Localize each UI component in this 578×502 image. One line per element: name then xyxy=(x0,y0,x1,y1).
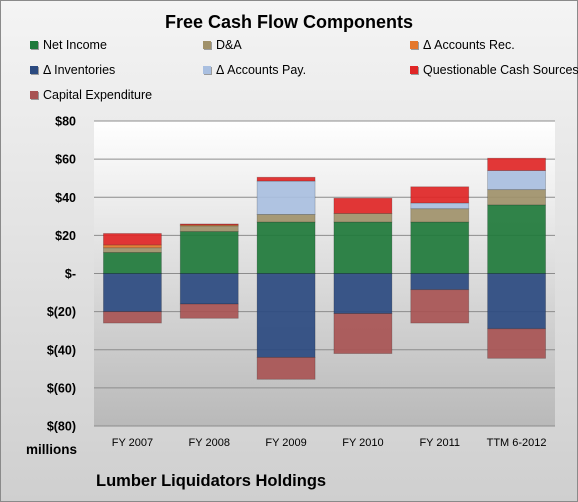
bar-segment-capital-expenditure xyxy=(256,356,316,380)
legend-item-questionable-cash-sources: Questionable Cash Sources xyxy=(410,63,578,77)
legend-item-delta-accounts-pay: Δ Accounts Pay. xyxy=(203,63,306,77)
legend-item-delta-accounts-rec: Δ Accounts Rec. xyxy=(410,38,515,52)
legend-swatch xyxy=(30,91,38,99)
bar-segment-delta-inventories xyxy=(256,273,316,358)
bar-segment-net-income xyxy=(179,231,239,274)
bar-segment-net-income xyxy=(256,221,316,274)
bar-segment-delta-inventories xyxy=(487,273,546,330)
legend-swatch xyxy=(410,66,418,74)
y-tick-label: $40 xyxy=(55,191,76,205)
y-tick-label: $80 xyxy=(55,115,76,129)
bar-segment-questionable-cash-sources xyxy=(333,197,393,214)
bar-segment-delta-inventories xyxy=(333,273,393,314)
bar-segment-delta-accounts-pay xyxy=(410,202,470,210)
y-tick-label: $(80) xyxy=(47,420,76,434)
bar-segment-net-income xyxy=(103,252,162,274)
legend-swatch xyxy=(410,41,418,49)
bar-segment-delta-inventories xyxy=(103,273,162,313)
legend-label: Net Income xyxy=(43,38,107,52)
bar-segment-questionable-cash-sources xyxy=(410,186,470,204)
company-name: Lumber Liquidators Holdings xyxy=(96,472,327,490)
legend-item-delta-inventories: Δ Inventories xyxy=(30,63,115,77)
legend-label: Δ Inventories xyxy=(43,63,116,77)
y-tick-label: $- xyxy=(65,267,76,281)
bar-segment-danda xyxy=(256,214,316,223)
legend-item-danda: D&A xyxy=(203,38,242,52)
x-tick-label: FY 2009 xyxy=(265,437,306,449)
legend-label: Δ Accounts Rec. xyxy=(423,38,515,52)
y-tick-label: $(20) xyxy=(47,305,76,319)
bar-segment-delta-accounts-rec xyxy=(103,244,162,249)
y-tick-label: $60 xyxy=(55,153,76,167)
bar-segment-capital-expenditure xyxy=(410,289,470,324)
bar-segment-danda xyxy=(333,213,393,223)
x-tick-label: FY 2010 xyxy=(342,437,383,449)
legend-swatch xyxy=(30,66,38,74)
chart-title: Free Cash Flow Components xyxy=(164,12,414,32)
bar-segment-delta-inventories xyxy=(410,273,470,291)
bar-segment-danda xyxy=(410,208,470,223)
y-tick-label: $20 xyxy=(55,229,76,243)
bar-segment-danda xyxy=(103,247,162,253)
bar-segment-questionable-cash-sources xyxy=(487,157,546,171)
legend-label: Questionable Cash Sources xyxy=(423,63,578,77)
bar-segment-delta-inventories xyxy=(179,273,239,305)
bar-segment-capital-expenditure xyxy=(103,311,162,324)
x-tick-label: FY 2008 xyxy=(189,437,230,449)
legend-label: Δ Accounts Pay. xyxy=(216,63,307,77)
bar-segment-net-income xyxy=(487,204,546,274)
legend-label: Capital Expenditure xyxy=(43,88,153,102)
bar-segment-capital-expenditure xyxy=(333,313,393,354)
legend-item-net-income: Net Income xyxy=(30,38,107,52)
x-tick-label: TTM 6-2012 xyxy=(487,437,547,449)
bar-segment-capital-expenditure xyxy=(487,328,546,359)
x-tick-label: FY 2007 xyxy=(112,437,153,449)
bar-segment-net-income xyxy=(333,221,393,274)
legend-swatch xyxy=(203,41,211,49)
y-tick-label: $(60) xyxy=(47,381,76,395)
bar-segment-delta-accounts-pay xyxy=(487,170,546,191)
legend-swatch xyxy=(203,66,211,74)
bar-segment-danda xyxy=(487,189,546,206)
y-axis-unit-label: millions xyxy=(26,442,78,457)
bar-segment-questionable-cash-sources xyxy=(256,176,316,182)
bar-segment-capital-expenditure xyxy=(179,303,239,319)
bar-segment-net-income xyxy=(410,221,470,274)
x-tick-label: FY 2011 xyxy=(419,437,460,449)
bar-segment-danda xyxy=(179,225,239,232)
bar-segment-delta-accounts-pay xyxy=(256,180,316,215)
legend-swatch xyxy=(30,41,38,49)
y-tick-label: $(40) xyxy=(47,343,76,357)
bar-segment-questionable-cash-sources xyxy=(103,233,162,246)
legend-label: D&A xyxy=(216,38,242,52)
bar-segment-questionable-cash-sources xyxy=(179,223,239,226)
legend-item-capital-expenditure: Capital Expenditure xyxy=(30,88,152,102)
